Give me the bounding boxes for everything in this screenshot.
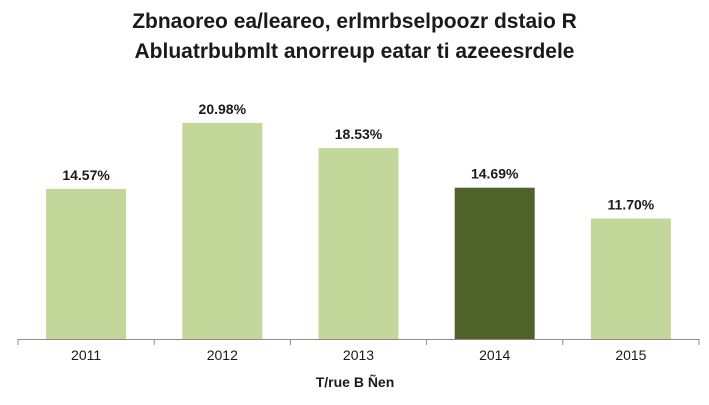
chart-subtitle: Abluatrbubmlt anorreup eatar ti azeeesrd… (134, 40, 575, 63)
bar-2015 (590, 218, 671, 339)
data-label-2011: 14.57% (62, 167, 110, 183)
x-tick-label-2011: 2011 (71, 347, 101, 363)
bar-2012 (182, 122, 263, 340)
chart-title: Zbnaoreo ea/leareo, erlmrbselpoozr dstai… (132, 10, 577, 33)
bar-2011 (46, 188, 127, 339)
bars-group: 14.57% 20.98% 18.53% 14.69% 11.70% (46, 101, 671, 340)
data-label-2012: 20.98% (199, 101, 247, 117)
x-tick-label-2013: 2013 (343, 347, 374, 363)
data-label-2015: 11.70% (608, 197, 655, 213)
x-tick-label-2012: 2012 (207, 347, 238, 363)
x-axis: 2011 2012 2013 2014 2015 (17, 339, 700, 363)
data-label-2014: 14.69% (471, 166, 519, 182)
x-axis-title: T/rue B Ñen (316, 373, 395, 390)
data-label-2013: 18.53% (335, 126, 383, 142)
bar-2013 (318, 148, 399, 339)
x-tick-label-2014: 2014 (479, 347, 510, 363)
x-tick-label-2015: 2015 (615, 347, 646, 363)
bar-2014 (454, 187, 535, 339)
